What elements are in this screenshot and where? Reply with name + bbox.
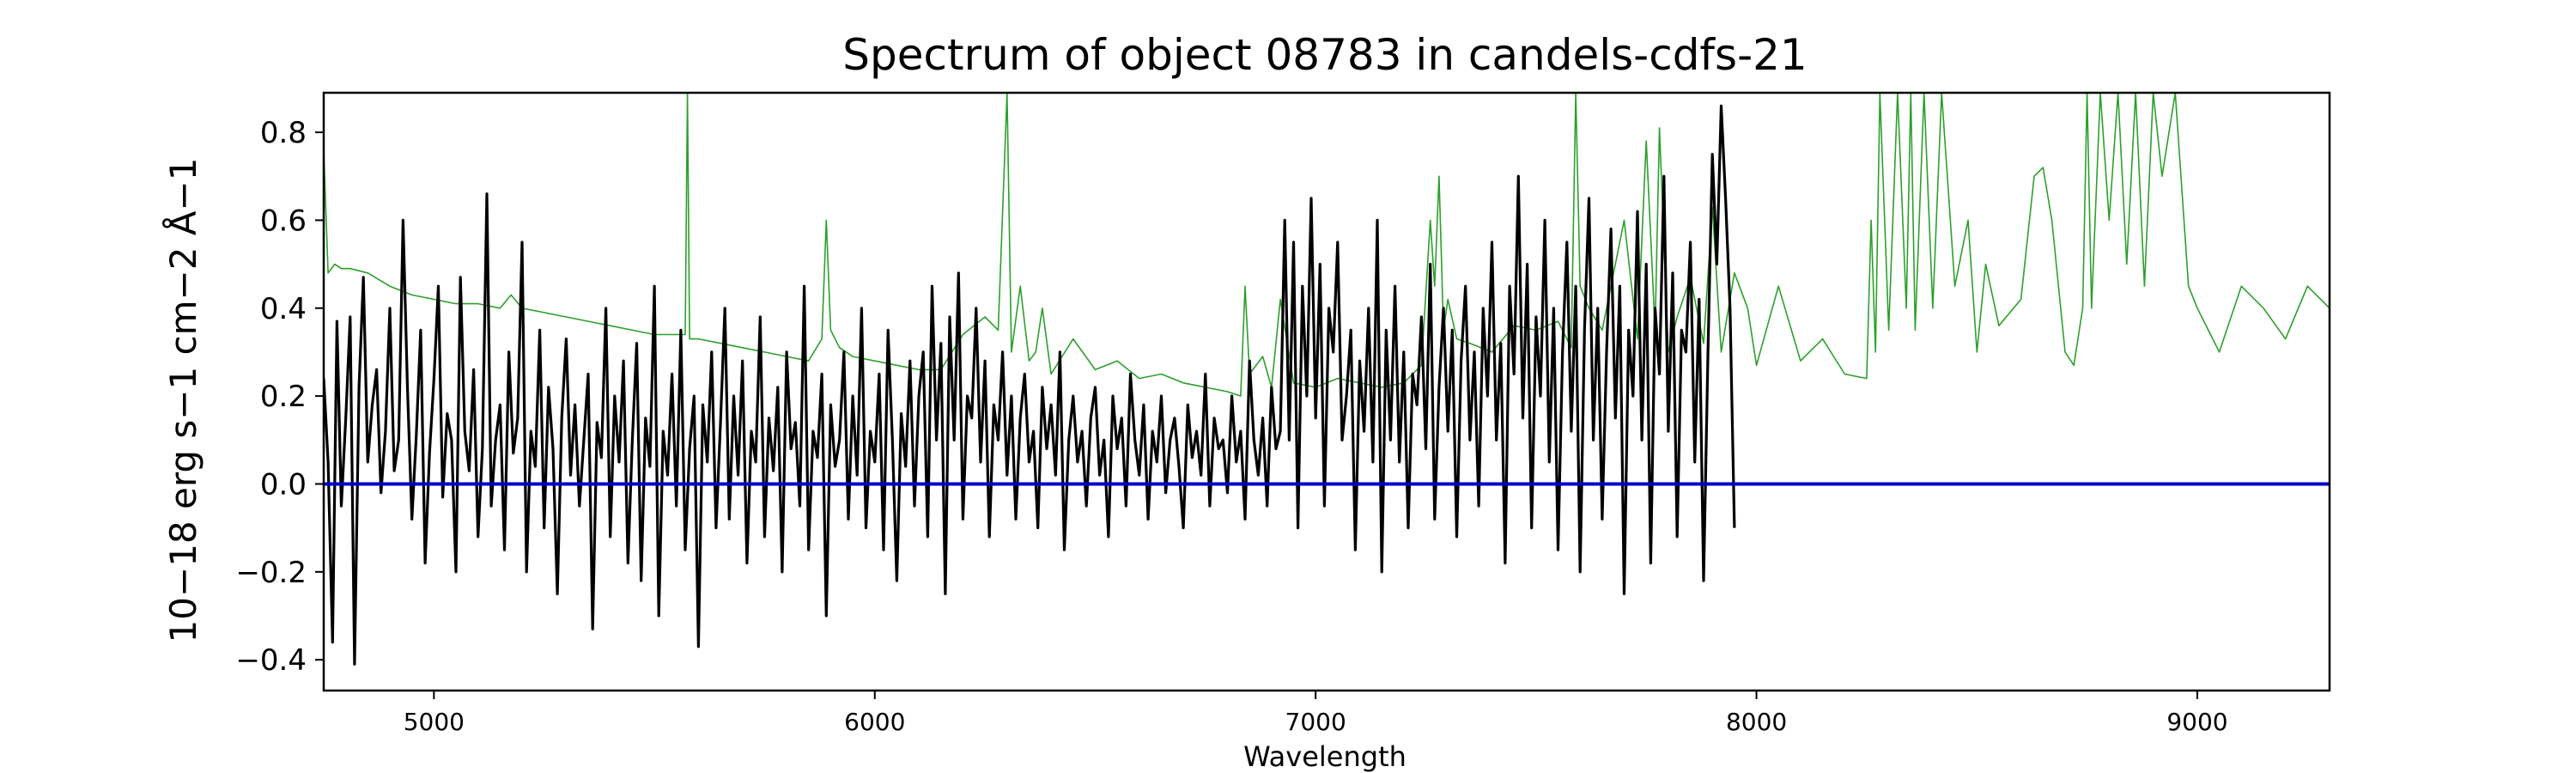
plot-area: −0.4 −0.2 0.0 0.2 0.4 0.6 0.8 5000 6000 7000 8000 9… (235, 91, 2331, 736)
y-tick-label: 0.2 (260, 380, 307, 414)
plot-frame (322, 91, 2331, 692)
x-tick-label: 7000 (1285, 708, 1346, 736)
y-tick-label: −0.4 (235, 643, 307, 678)
y-tick-label: 0.8 (260, 116, 307, 150)
y-tick-label: −0.2 (235, 556, 307, 590)
chart-title: Spectrum of object 08783 in candels-cdfs… (842, 30, 1807, 80)
series-line-flux (324, 104, 1736, 666)
y-tick-label: 0.6 (260, 204, 307, 238)
x-axis-label: Wavelength (1243, 740, 1406, 773)
y-tick-label: 0.0 (260, 467, 307, 502)
x-tick-label: 5000 (404, 708, 465, 736)
y-axis-label: 10−18 erg s−1 cm−2 Å−1 (161, 158, 204, 643)
x-tick-label: 8000 (1726, 708, 1787, 736)
x-tick-label: 9000 (2166, 708, 2227, 736)
x-tick-label: 6000 (844, 708, 905, 736)
y-tick-label: 0.4 (260, 292, 307, 326)
